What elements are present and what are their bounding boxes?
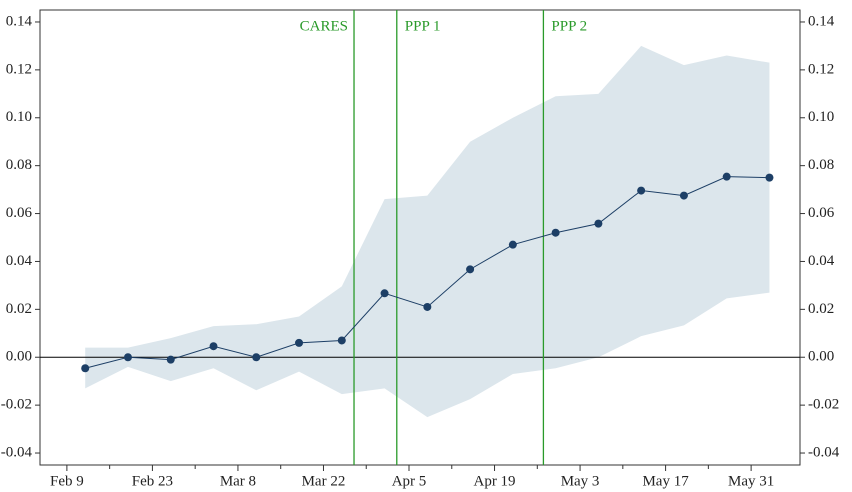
point [765, 173, 774, 182]
y-tick-label-right: 0.06 [808, 205, 835, 221]
point [166, 355, 175, 364]
x-tick-label: Mar 22 [302, 473, 346, 489]
y-tick-label: 0.12 [6, 61, 32, 77]
x-tick-label: Feb 9 [50, 473, 84, 489]
point [508, 240, 517, 249]
x-tick-label: Feb 23 [132, 473, 173, 489]
x-tick-label: Apr 19 [473, 473, 515, 489]
y-tick-label-right: 0.12 [808, 61, 834, 77]
point [295, 338, 304, 347]
point [423, 302, 432, 311]
x-tick-label: May 3 [561, 473, 600, 489]
point [594, 219, 603, 228]
y-tick-label: 0.00 [6, 349, 32, 365]
y-tick-label: 0.06 [6, 205, 33, 221]
y-tick-label-right: 0.14 [808, 13, 835, 29]
confidence-band [85, 45, 770, 418]
y-tick-label-right: 0.10 [808, 109, 834, 125]
point [252, 353, 261, 362]
y-tick-label: -0.04 [1, 444, 33, 460]
point [209, 342, 218, 351]
x-tick-label: May 31 [728, 473, 774, 489]
y-tick-label-right: 0.08 [808, 157, 834, 173]
y-tick-label: -0.02 [1, 397, 32, 413]
plot-frame [39, 9, 801, 466]
x-tick-label: May 17 [642, 473, 689, 489]
y-tick-label-right: 0.02 [808, 301, 834, 317]
y-tick-label-right: -0.02 [808, 397, 839, 413]
point [466, 265, 475, 274]
y-tick-label: 0.08 [6, 157, 32, 173]
point [123, 353, 132, 362]
y-tick-label-right: 0.04 [808, 253, 835, 269]
y-tick-label: 0.02 [6, 301, 32, 317]
event-label: CARES [300, 18, 348, 34]
y-tick-label-right: -0.04 [808, 444, 840, 460]
point [380, 289, 389, 298]
y-tick-label: 0.04 [6, 253, 33, 269]
point [679, 191, 688, 200]
event-label: PPP 2 [551, 18, 587, 34]
y-tick-label: 0.10 [6, 109, 32, 125]
point [637, 186, 646, 195]
x-tick-label: Mar 8 [220, 473, 256, 489]
point [337, 336, 346, 345]
y-tick-label: 0.14 [6, 13, 33, 29]
event-label: PPP 1 [405, 18, 441, 34]
y-tick-label-right: 0.00 [808, 349, 834, 365]
point [551, 228, 560, 237]
point [722, 172, 731, 181]
x-tick-label: Apr 5 [392, 473, 427, 489]
point [81, 364, 90, 373]
